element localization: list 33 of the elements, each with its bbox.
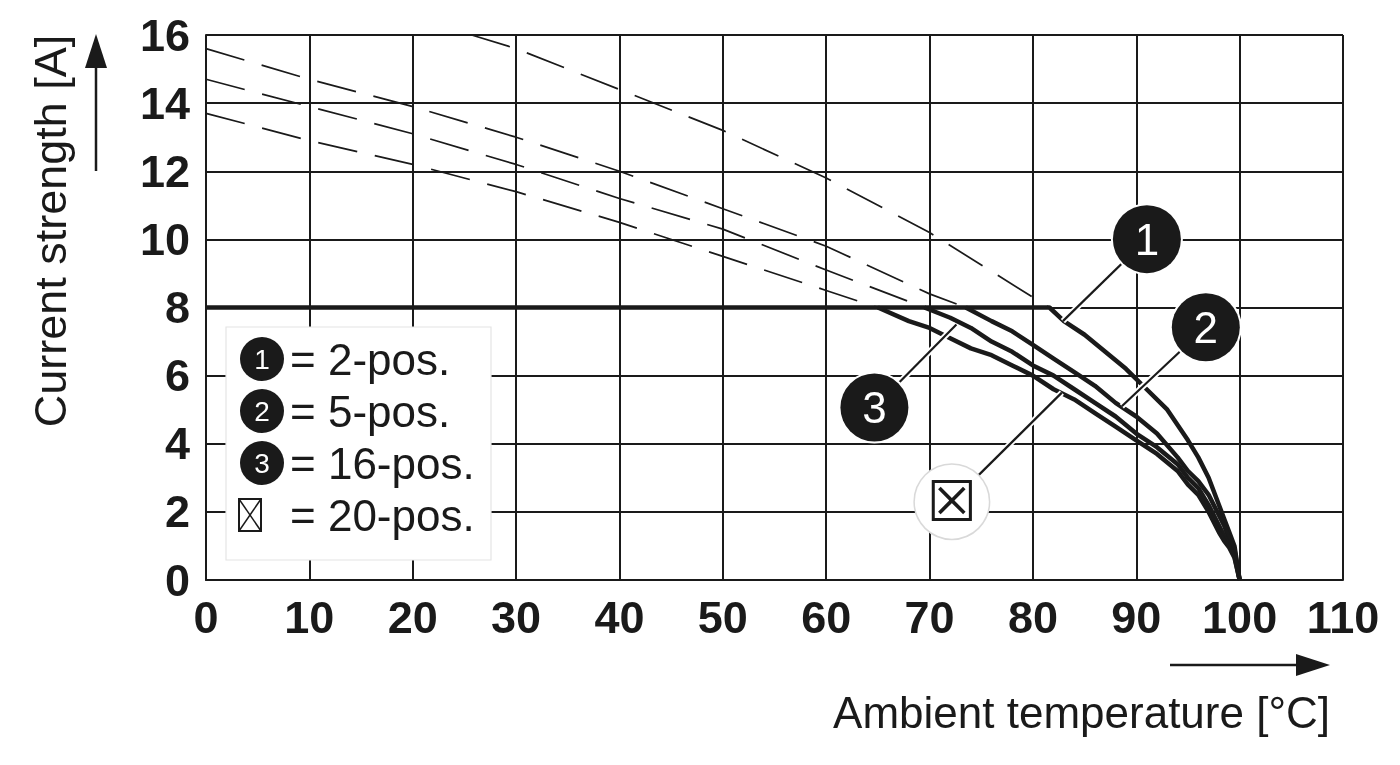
x-tick-label: 70: [904, 592, 955, 643]
x-tick-label: 20: [387, 592, 438, 643]
y-tick-label: 8: [164, 282, 190, 333]
x-tick-label: 60: [801, 592, 852, 643]
x-tick-label: 40: [594, 592, 645, 643]
x-tick-label: 100: [1202, 592, 1278, 643]
annotation: 2: [1193, 302, 1219, 352]
legend-label: = 20-pos.: [290, 490, 475, 540]
y-tick-label: 10: [139, 213, 190, 265]
legend-label: = 2-pos.: [290, 334, 451, 384]
legend-label: = 16-pos.: [290, 438, 475, 488]
y-tick-label: 16: [139, 9, 190, 61]
x-tick-label: 10: [284, 592, 335, 643]
annotation: ☒: [926, 469, 977, 535]
y-axis-title: Current strength [A]: [24, 34, 76, 428]
x-tick-label: 110: [1306, 592, 1380, 643]
y-tick-label: 0: [164, 554, 190, 606]
y-tick-label: 2: [164, 486, 190, 538]
x-tick-label: 30: [491, 592, 542, 643]
annotation: 1: [1134, 214, 1160, 264]
y-tick-label: 12: [139, 145, 190, 197]
y-tick-label: 14: [139, 77, 190, 129]
y-tick-label: 4: [164, 418, 190, 470]
x-axis-title: Ambient temperature [°C]: [833, 687, 1330, 737]
text: 1: [254, 343, 270, 375]
x-tick-label: 50: [697, 592, 748, 643]
y-tick-label: 6: [164, 350, 190, 402]
text: 3: [254, 447, 270, 479]
text: 2: [254, 395, 270, 427]
legend-label: = 5-pos.: [290, 386, 451, 436]
x-tick-label: 90: [1111, 592, 1162, 643]
annotation: 3: [862, 383, 887, 433]
x-tick-label: 80: [1007, 592, 1058, 643]
